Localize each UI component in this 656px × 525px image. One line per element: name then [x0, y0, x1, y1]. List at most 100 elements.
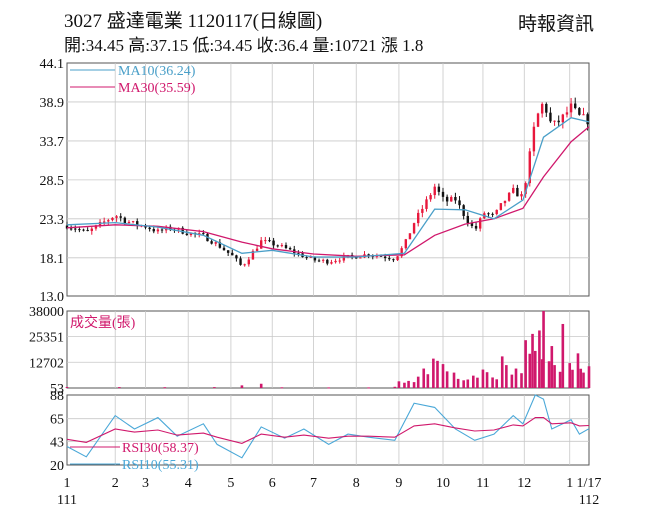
candle-body — [359, 257, 362, 259]
volume-label: 成交量(張) — [70, 314, 136, 331]
volume-bar — [280, 387, 284, 389]
volume-bar — [514, 368, 518, 388]
candle-body — [437, 186, 441, 192]
y-tick-label: 28.5 — [40, 174, 65, 189]
volume-bar — [520, 373, 523, 388]
x-tick-label: 2 — [112, 476, 119, 491]
x-tick-label: 8 — [353, 476, 360, 491]
volume-bar — [558, 371, 562, 388]
candle-body — [297, 253, 300, 255]
candle-body — [433, 186, 436, 196]
candle-body — [445, 196, 449, 202]
candle-body — [284, 245, 288, 249]
y-tick-label: 13.0 — [40, 290, 65, 305]
volume-bar — [587, 366, 591, 388]
candle-body — [148, 227, 151, 230]
candle-body — [578, 108, 581, 115]
candle-body — [458, 200, 461, 206]
candle-body — [582, 114, 585, 116]
candle-body — [421, 208, 424, 213]
candle-body — [94, 225, 98, 229]
volume-bar — [540, 359, 544, 388]
candle-body — [185, 233, 189, 236]
candle-body — [569, 103, 573, 113]
candle-body — [478, 218, 482, 229]
candle-body — [565, 112, 569, 115]
volume-bar — [426, 374, 430, 388]
candle-body — [210, 241, 213, 244]
candle-body — [367, 254, 370, 256]
volume-bar — [510, 374, 514, 388]
candle-body — [512, 187, 515, 193]
candle-body — [524, 183, 527, 195]
candle-body — [392, 259, 395, 261]
candle-body — [536, 113, 540, 127]
candle-body — [342, 255, 346, 261]
candle-body — [454, 196, 457, 201]
volume-bar — [500, 356, 504, 388]
volume-bar — [462, 380, 465, 388]
source-label: 時報資訊 — [517, 14, 594, 35]
candle-body — [78, 229, 81, 231]
candle-body — [553, 120, 556, 122]
candle-body — [557, 120, 560, 123]
candle-body — [131, 221, 135, 223]
y-tick-label: 44.1 — [40, 57, 65, 72]
y-tick-label: 38000 — [29, 305, 64, 320]
candle-body — [111, 217, 114, 221]
volume-bar — [538, 330, 541, 388]
legend-label: RSI10(55.31) — [122, 458, 199, 473]
candle-body — [532, 126, 536, 152]
volume-bar — [472, 375, 475, 388]
candle-body — [65, 225, 69, 229]
legend-label: RSI30(58.37) — [122, 441, 199, 456]
volume-bar — [528, 353, 532, 388]
x-tick-label: 9 — [395, 476, 402, 491]
candle-body — [222, 247, 226, 251]
volume-bar — [407, 380, 410, 388]
candle-body — [119, 216, 122, 218]
candle-body — [255, 248, 259, 251]
candle-body — [330, 262, 333, 264]
x-tick-label: 12 — [517, 476, 531, 491]
candle-body — [540, 103, 544, 114]
volume-bar — [452, 372, 456, 388]
candle-body — [487, 213, 490, 215]
chart-title: 3027 盛達電業 1120117(日線圖) — [64, 11, 323, 32]
candle-body — [247, 259, 251, 265]
volume-bar — [397, 381, 401, 388]
y-tick-label: 18.1 — [40, 252, 65, 267]
candle-body — [474, 225, 478, 229]
candle-body — [321, 259, 325, 261]
candle-body — [280, 245, 284, 247]
volume-bar — [259, 383, 263, 388]
candle-body — [425, 199, 428, 209]
candle-body — [412, 223, 416, 234]
candle-body — [305, 257, 308, 259]
candle-body — [545, 103, 548, 113]
candle-body — [408, 233, 412, 240]
candle-body — [520, 194, 523, 197]
volume-bar — [476, 377, 479, 388]
candle-body — [198, 233, 201, 235]
y-tick-label: 20 — [50, 459, 64, 474]
candle-body — [507, 192, 511, 201]
x-year-label: 111 — [57, 493, 77, 508]
x-tick-label: 1 — [566, 476, 573, 491]
candle-body — [417, 212, 420, 224]
rsi-panel-frame — [66, 394, 590, 466]
volume-bar — [505, 365, 508, 388]
legend-label: MA30(35.59) — [118, 81, 196, 96]
candle-body — [231, 252, 234, 256]
candle-body — [268, 240, 271, 242]
y-tick-label: 88 — [50, 389, 64, 404]
candle-body — [127, 221, 131, 224]
candle-body — [334, 260, 337, 263]
volume-bar — [579, 368, 583, 388]
volume-bar — [582, 372, 585, 388]
candle-body — [243, 264, 246, 266]
candle-body — [86, 229, 89, 232]
candle-body — [383, 256, 387, 259]
candle-body — [90, 228, 93, 232]
y-tick-label: 25351 — [29, 331, 64, 346]
